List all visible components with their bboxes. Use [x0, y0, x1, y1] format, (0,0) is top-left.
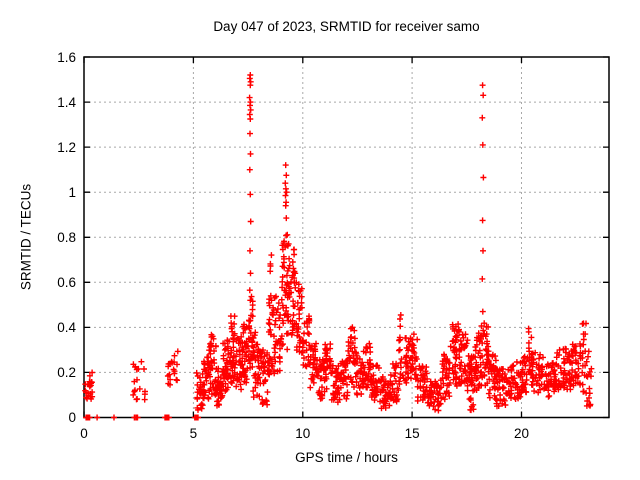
y-tick-label: 0.8 — [57, 229, 76, 245]
plot-border — [83, 56, 610, 419]
x-tick-label: 20 — [513, 426, 530, 441]
y-tick-label: 1.4 — [57, 94, 76, 110]
y-tick-label: 0.6 — [57, 274, 76, 290]
x-tick-label: 0 — [80, 426, 88, 441]
x-tick-label: 15 — [404, 426, 420, 441]
x-tick-label: 5 — [189, 426, 198, 441]
y-tick-label: 1.6 — [57, 49, 76, 65]
y-axis-label: SRMTID / TECUs — [18, 183, 34, 291]
x-tick-label: 10 — [295, 426, 311, 441]
scatter-points — [82, 72, 595, 421]
y-tick-label: 1.2 — [57, 139, 76, 155]
chart-title: Day 047 of 2023, SRMTID for receiver sam… — [213, 19, 480, 34]
y-tick-label: 0 — [68, 410, 76, 425]
x-axis-label: GPS time / hours — [295, 450, 398, 465]
y-tick-label: 0.4 — [57, 319, 76, 335]
y-tick-label: 0.2 — [57, 364, 76, 380]
y-tick-label: 1 — [68, 184, 76, 200]
